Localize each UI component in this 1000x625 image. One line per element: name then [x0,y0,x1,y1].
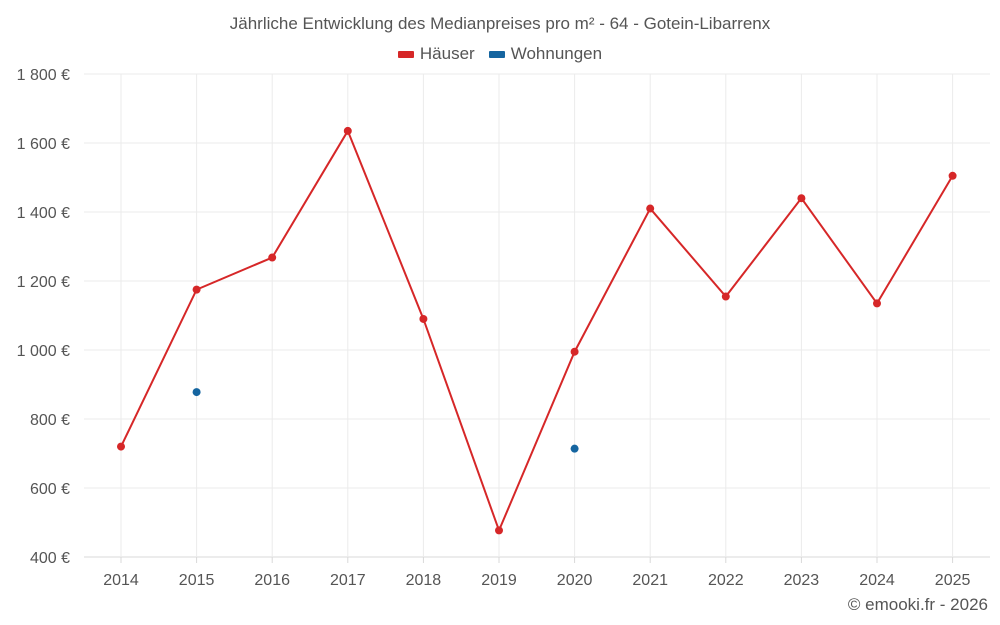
data-point-haeuser [797,194,806,203]
x-tick-label: 2016 [254,572,290,589]
x-tick-label: 2015 [179,572,215,589]
legend-label-wohnungen: Wohnungen [510,44,603,63]
y-tick-label: 1 800 € [17,67,70,84]
data-point-haeuser [873,299,881,308]
data-point-haeuser [192,285,201,294]
data-point-haeuser [343,126,352,135]
x-tick-label: 2019 [481,572,517,589]
y-tick-label: 1 600 € [17,136,70,153]
x-tick-label: 2025 [935,572,971,589]
y-tick-label: 1 400 € [17,205,70,222]
data-point-haeuser [495,526,503,535]
data-point-haeuser [117,442,125,451]
y-tick-label: 400 € [30,550,70,567]
data-point-haeuser [721,292,730,301]
data-point-haeuser [419,314,428,323]
data-point-haeuser [570,347,579,356]
series-layer [117,126,957,535]
data-point-wohnungen [570,444,579,453]
data-point-haeuser [646,204,655,213]
grid-layer [84,73,990,558]
legend-label-haeuser: Häuser [419,44,475,63]
x-tick-label: 2018 [406,572,442,589]
x-tick-label: 2020 [557,572,593,589]
chart-title: Jährliche Entwicklung des Medianpreises … [229,14,771,33]
x-tick-label: 2022 [708,572,744,589]
axis-layer: 400 € 600 € 800 € 1 000 € 1 200 € 1 400 € 1 60… [17,67,971,589]
data-point-wohnungen [192,388,201,397]
x-tick-label: 2023 [784,572,820,589]
series-line-haeuser [120,128,954,534]
data-point-haeuser [948,171,957,180]
data-point-haeuser [268,253,277,262]
y-tick-label: 1 000 € [17,343,70,360]
x-tick-label: 2021 [632,572,668,589]
y-tick-label: 800 € [30,412,70,429]
legend-item-haeuser[interactable]: Häuser [397,44,475,64]
legend: Häuser Wohnungen [0,44,1000,64]
credit-text: © emooki.fr - 2026 [847,595,988,614]
x-tick-label: 2017 [330,572,366,589]
y-tick-label: 1 200 € [17,274,70,291]
legend-swatch-haeuser [397,50,414,58]
y-tick-label: 600 € [30,481,70,498]
legend-swatch-wohnungen [488,50,505,58]
x-tick-label: 2024 [859,572,895,589]
x-tick-label: 2014 [103,572,139,589]
legend-item-wohnungen[interactable]: Wohnungen [488,44,603,64]
